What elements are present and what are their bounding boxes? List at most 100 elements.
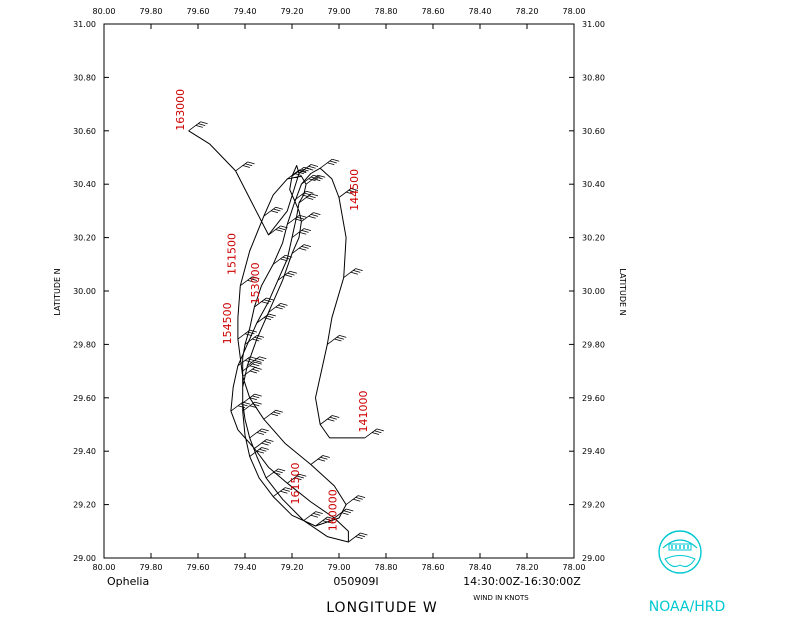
time-label: 151500	[226, 233, 239, 275]
storm-name: Ophelia	[107, 575, 149, 588]
wind-barb	[268, 225, 288, 236]
wind-barb	[263, 206, 283, 217]
wind-barb	[364, 428, 384, 439]
wind-barb	[263, 409, 283, 420]
wind-barb	[298, 164, 319, 174]
x-tick-label-top: 79.80	[140, 7, 163, 16]
wind-barb	[272, 487, 293, 497]
wind-barb	[249, 428, 269, 439]
time-label: 153000	[249, 262, 262, 304]
y-tick-label-left: 30.60	[73, 127, 96, 136]
wind-barb	[345, 495, 366, 505]
wind-barb	[242, 367, 262, 377]
wind-barb	[268, 303, 288, 313]
x-axis-label: LONGITUDE W	[326, 600, 438, 616]
time-label: 154500	[221, 302, 234, 344]
axis-ticks: 80.00 80.00 79.80 79.80 79.60 79.60 79.40 79.40…	[73, 7, 605, 572]
wind-barbs	[188, 121, 384, 543]
x-tick-label-top: 78.20	[516, 7, 539, 16]
y-tick-label-left: 29.20	[73, 501, 96, 510]
wind-barb	[291, 244, 312, 254]
wind-barb	[287, 214, 307, 225]
y-tick-label-right: 29.80	[582, 340, 605, 349]
wind-barb	[230, 401, 251, 412]
wind-barb	[319, 158, 340, 169]
wind-barb	[327, 335, 347, 345]
wind-barb	[315, 516, 335, 527]
wind-barb	[294, 190, 314, 201]
y-tick-label-right: 29.20	[582, 501, 605, 510]
wind-barb	[348, 532, 368, 543]
wind-barb	[247, 356, 267, 367]
noaa-logo	[658, 530, 702, 574]
wind-barb	[301, 212, 321, 222]
time-label: 160000	[327, 489, 340, 531]
time-label: 141000	[357, 391, 370, 433]
wind-barb	[188, 121, 208, 132]
y-tick-label-right: 30.00	[582, 287, 605, 296]
wind-barb	[254, 439, 274, 449]
x-tick-label-top: 78.00	[563, 7, 586, 16]
wind-barb	[244, 335, 265, 345]
wind-barb	[298, 193, 319, 204]
y-tick-label-left: 30.80	[73, 73, 96, 82]
wind-barb	[305, 174, 326, 185]
time-label: 163000	[174, 89, 187, 131]
wind-barb	[240, 276, 260, 287]
wind-barb	[242, 361, 262, 372]
wind-barb	[303, 511, 323, 521]
x-tick-label-bottom: 79.80	[140, 563, 163, 572]
y-tick-label-right: 29.60	[582, 394, 605, 403]
wind-barb	[287, 473, 307, 484]
wind-barb	[277, 270, 298, 281]
wind-barb	[249, 447, 269, 457]
x-tick-label-bottom: 78.60	[422, 563, 445, 572]
wind-barb	[256, 313, 276, 324]
x-tick-label-top: 79.40	[234, 7, 257, 16]
wind-barb	[237, 329, 258, 340]
y-tick-label-left: 29.80	[73, 340, 96, 349]
y-tick-label-right: 29.40	[582, 447, 605, 456]
y-tick-label-left: 29.60	[73, 394, 96, 403]
y-tick-label-left: 30.00	[73, 287, 96, 296]
y-tick-label-right: 30.60	[582, 127, 605, 136]
wind-barb	[291, 228, 312, 238]
x-tick-label-top: 79.00	[328, 7, 351, 16]
y-tick-label-right: 30.40	[582, 180, 605, 189]
wind-barb	[310, 455, 330, 465]
wind-barb	[242, 401, 262, 412]
wind-barb	[334, 508, 354, 519]
y-axis-label-right: LATITUDE N	[618, 268, 627, 315]
y-tick-label-left: 29.40	[73, 447, 96, 456]
time-label: 161500	[289, 463, 302, 505]
time-labels: 163000 144500 141000 151500 153000 154500 1615…	[174, 89, 370, 531]
x-tick-label-top: 78.60	[422, 7, 445, 16]
x-tick-label-top: 79.20	[281, 7, 304, 16]
x-tick-label-bottom: 79.20	[281, 563, 304, 572]
y-tick-label-right: 30.80	[582, 73, 605, 82]
wind-barb	[272, 254, 293, 265]
wind-barb	[319, 415, 340, 425]
wind-barb	[265, 468, 286, 479]
y-axis-label-left: LATITUDE N	[53, 268, 62, 315]
y-tick-label-right: 31.00	[582, 20, 605, 29]
x-tick-label-top: 78.40	[469, 7, 492, 16]
x-tick-label-bottom: 79.40	[234, 563, 257, 572]
time-label: 144500	[348, 169, 361, 211]
y-tick-label-left: 30.40	[73, 180, 96, 189]
wind-barb	[235, 161, 255, 172]
y-tick-label-left: 29.00	[73, 554, 96, 563]
x-tick-label-bottom: 78.40	[469, 563, 492, 572]
noaa-hrd-label: NOAA/HRD	[649, 599, 726, 615]
x-tick-label-bottom: 79.00	[328, 563, 351, 572]
x-tick-label-bottom: 78.00	[563, 563, 586, 572]
y-tick-label-right: 30.20	[582, 234, 605, 243]
date-code: 050909I	[333, 575, 378, 588]
wind-barb	[242, 393, 262, 404]
y-tick-label-right: 29.00	[582, 554, 605, 563]
y-tick-label-left: 30.20	[73, 234, 96, 243]
wind-barb	[338, 188, 359, 198]
wind-barb	[237, 356, 258, 367]
x-tick-label-top: 78.80	[375, 7, 398, 16]
